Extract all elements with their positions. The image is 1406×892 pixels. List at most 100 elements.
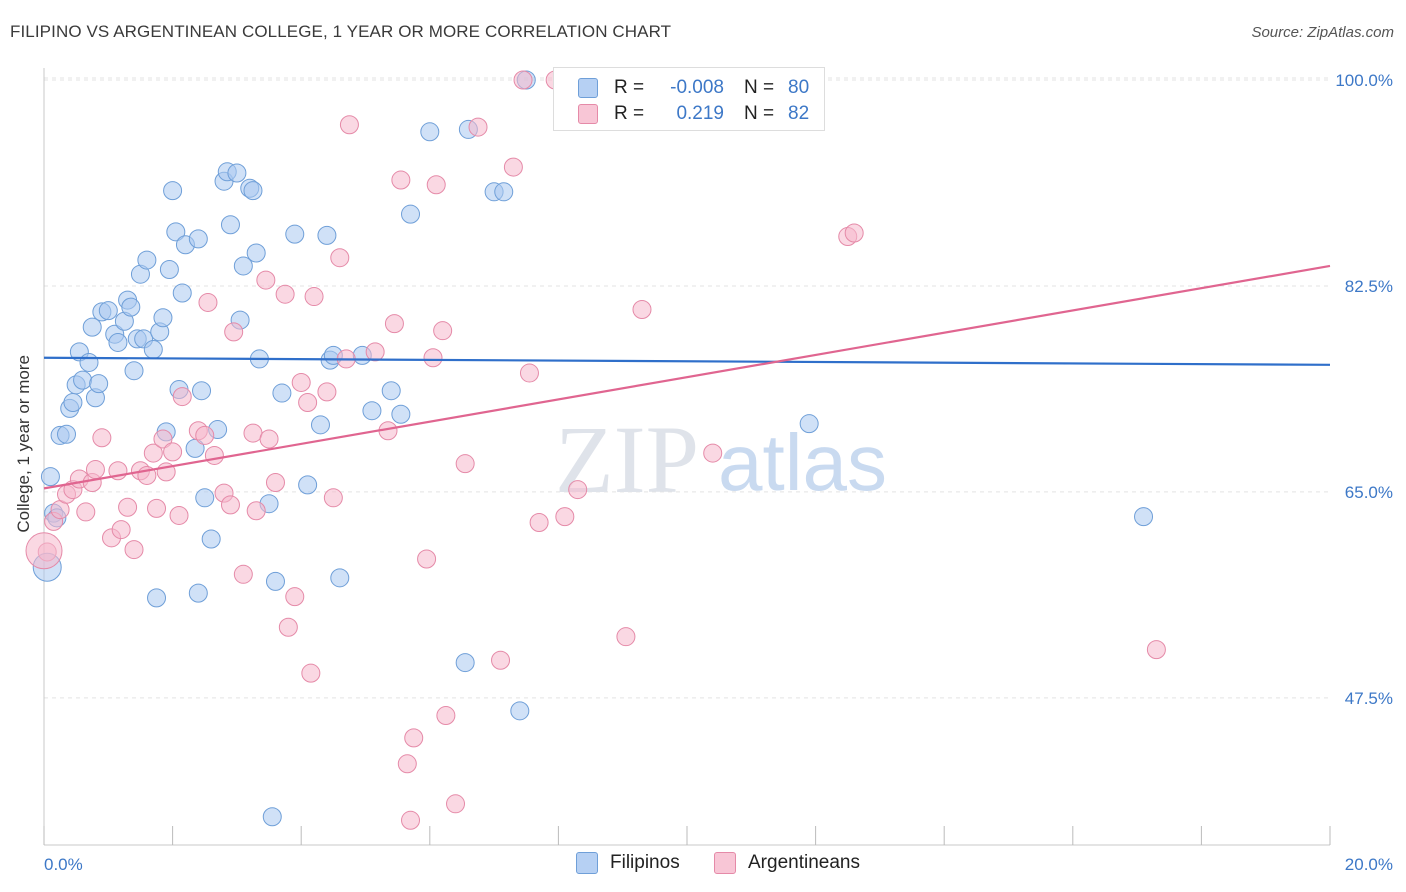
argentine-point	[417, 549, 437, 569]
filipino-point	[420, 122, 440, 142]
filipino-point	[265, 571, 285, 591]
legend-n-label: N =	[744, 103, 775, 124]
legend-n-value: 80	[788, 77, 810, 98]
filipino-point	[317, 225, 337, 245]
filipino-point	[166, 222, 186, 242]
filipino-point	[82, 317, 102, 337]
legend-r-label: R =	[614, 103, 645, 124]
argentine-point	[147, 498, 167, 518]
argentine-point	[323, 488, 343, 508]
argentine-point	[304, 287, 324, 307]
argentine-point	[339, 115, 359, 135]
argentine-point	[529, 513, 549, 533]
argentine-point	[195, 425, 215, 445]
argentine-point	[92, 428, 112, 448]
argentine-point	[491, 650, 511, 670]
argentine-points	[25, 70, 1166, 830]
argentine-point	[153, 429, 173, 449]
filipino-point	[73, 370, 93, 390]
chart-source: Source: ZipAtlas.com	[1251, 24, 1394, 41]
bottom-legend-filipinos: Filipinos	[576, 852, 680, 874]
filipino-point	[262, 807, 282, 827]
filipino-point	[272, 383, 292, 403]
filipino-point	[310, 415, 330, 435]
filipinos-legend-swatch	[576, 852, 598, 874]
filipino-point	[391, 404, 411, 424]
argentine-point	[204, 445, 224, 465]
x-tick-marks	[43, 826, 1331, 845]
argentine-point	[220, 495, 240, 515]
filipino-point	[57, 424, 77, 444]
bottom-legend-argentineans: Argentineans	[714, 852, 860, 874]
chart-title: FILIPINO VS ARGENTINEAN COLLEGE, 1 YEAR …	[10, 22, 672, 41]
filipino-point	[172, 283, 192, 303]
filipino-point	[455, 653, 475, 673]
y-tick-label: 47.5%	[1345, 689, 1393, 708]
argentine-point	[468, 117, 488, 137]
argentine-point	[111, 520, 131, 540]
filipino-point	[510, 701, 530, 721]
filipino-point	[246, 243, 266, 263]
filipino-point	[330, 568, 350, 588]
filipino-point	[98, 301, 118, 321]
legend-r-value: 0.219	[676, 103, 724, 124]
filipino-point	[137, 250, 157, 270]
filipino-point	[147, 588, 167, 608]
argentine-point	[259, 429, 279, 449]
argentine-point	[233, 564, 253, 584]
argentine-point	[163, 442, 183, 462]
argentine-point	[401, 810, 421, 830]
argentine-point	[275, 284, 295, 304]
y-tick-labels: 47.5% 65.0% 82.5% 100.0%	[1335, 71, 1393, 708]
argentine-point	[85, 460, 105, 480]
y-tick-label: 82.5%	[1345, 277, 1393, 296]
filipino-point	[401, 204, 421, 224]
argentine-point	[278, 617, 298, 637]
argentine-point	[455, 454, 475, 474]
trend-lines	[43, 264, 1331, 490]
y-tick-label: 65.0%	[1345, 483, 1393, 502]
filipino-point	[143, 340, 163, 360]
argentine-point	[616, 627, 636, 647]
filipino-point	[108, 332, 128, 352]
argentine-point	[246, 501, 266, 521]
argentine-point	[291, 372, 311, 392]
x-tick-label: 0.0%	[44, 855, 83, 874]
filipino-point	[285, 224, 305, 244]
y-tick-label: 100.0%	[1335, 71, 1393, 90]
argentine-point	[172, 387, 192, 407]
argentine-point	[118, 497, 138, 517]
argentine-point	[224, 322, 244, 342]
argentine-point	[330, 248, 350, 268]
argentine-point	[513, 70, 533, 90]
argentine-trend-line	[43, 264, 1331, 490]
argentineans-legend-swatch	[714, 852, 736, 874]
filipino-point	[243, 181, 263, 201]
argentineans-legend-label: Argentineans	[748, 852, 860, 873]
filipino-point	[362, 401, 382, 421]
argentine-point	[446, 794, 466, 814]
filipino-point	[494, 182, 514, 202]
filipino-point	[201, 529, 221, 549]
argentine-point	[632, 300, 652, 319]
argentine-point	[198, 292, 218, 312]
filipino-point	[63, 392, 83, 412]
watermark: ZIP atlas	[555, 406, 887, 513]
legend-n-label: N =	[744, 77, 775, 98]
argentine-point	[391, 170, 411, 190]
argentine-point	[1146, 640, 1166, 660]
filipino-trend-line	[43, 356, 1331, 366]
argentine-point	[265, 473, 285, 493]
filipino-point	[89, 374, 109, 394]
argentine-point	[317, 382, 337, 402]
watermark-atlas: atlas	[718, 418, 887, 507]
filipino-point	[227, 163, 247, 183]
argentine-point	[384, 314, 404, 334]
argentine-point	[301, 663, 321, 683]
filipino-point	[188, 229, 208, 249]
argentine-point	[76, 502, 96, 522]
filipino-point	[121, 297, 141, 317]
argentine-point	[298, 392, 318, 412]
legend-r-value: -0.008	[670, 77, 724, 98]
